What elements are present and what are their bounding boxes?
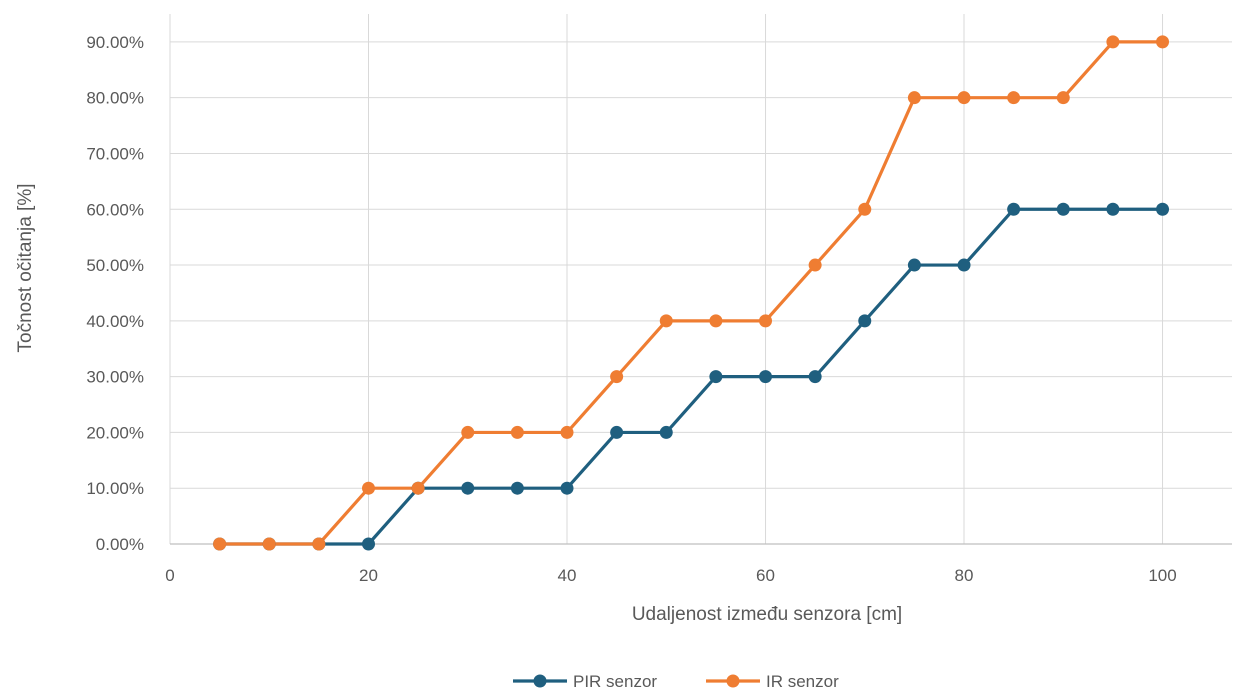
data-point-pir — [659, 425, 673, 439]
data-point-pir — [362, 537, 376, 551]
data-point-pir — [1056, 202, 1070, 216]
data-point-ir — [957, 91, 971, 105]
data-point-pir — [1106, 202, 1120, 216]
series-layer — [213, 35, 1170, 551]
x-tick-label: 40 — [558, 566, 577, 585]
series-line-ir — [218, 40, 1165, 546]
data-point-ir — [858, 202, 872, 216]
y-tick-label: 50.00% — [86, 256, 144, 275]
y-tick-label: 20.00% — [86, 423, 144, 442]
data-point-ir — [808, 258, 822, 272]
data-point-ir — [262, 537, 276, 551]
data-point-ir — [213, 537, 227, 551]
data-point-pir — [1156, 202, 1170, 216]
data-point-pir — [759, 370, 773, 384]
legend-swatch-marker — [533, 674, 547, 688]
data-point-pir — [709, 370, 723, 384]
data-point-pir — [560, 481, 574, 495]
data-point-ir — [1106, 35, 1120, 49]
y-axis-title: Točnost očitanja [%] — [15, 184, 36, 353]
data-point-pir — [461, 481, 475, 495]
y-tick-label: 30.00% — [86, 368, 144, 387]
series-line-pir — [218, 207, 1165, 546]
data-point-ir — [610, 370, 624, 384]
data-point-pir — [957, 258, 971, 272]
data-point-ir — [411, 481, 425, 495]
data-point-ir — [510, 425, 524, 439]
data-point-ir — [362, 481, 376, 495]
data-point-ir — [659, 314, 673, 328]
data-point-pir — [510, 481, 524, 495]
x-tick-label: 60 — [756, 566, 775, 585]
legend-swatch-marker — [726, 674, 740, 688]
y-tick-label: 60.00% — [86, 200, 144, 219]
data-point-pir — [808, 370, 822, 384]
data-point-ir — [560, 425, 574, 439]
y-tick-label: 40.00% — [86, 312, 144, 331]
y-tick-label: 10.00% — [86, 479, 144, 498]
data-point-ir — [312, 537, 326, 551]
data-point-pir — [907, 258, 921, 272]
legend-entry-pir: PIR senzor — [513, 672, 657, 691]
data-point-pir — [858, 314, 872, 328]
grid-layer — [169, 14, 1232, 544]
x-tick-label: 20 — [359, 566, 378, 585]
x-tick-label: 0 — [165, 566, 174, 585]
legend-label: IR senzor — [766, 672, 839, 691]
data-point-ir — [709, 314, 723, 328]
y-tick-label: 80.00% — [86, 89, 144, 108]
y-tick-label: 70.00% — [86, 144, 144, 163]
data-point-ir — [1007, 91, 1021, 105]
y-tick-label: 0.00% — [96, 535, 144, 554]
x-tick-label: 100 — [1148, 566, 1176, 585]
legend-label: PIR senzor — [573, 672, 657, 691]
data-point-pir — [610, 425, 624, 439]
legend-entry-ir: IR senzor — [706, 672, 839, 691]
data-point-ir — [1056, 91, 1070, 105]
x-axis-title: Udaljenost između senzora [cm] — [632, 604, 902, 625]
data-point-pir — [1007, 202, 1021, 216]
data-point-ir — [907, 91, 921, 105]
axis-layer: 0.00% 10.00% 20.00% 30.00% 40.00% 50.00% 60.00… — [86, 33, 1232, 585]
x-tick-label: 80 — [955, 566, 974, 585]
legend: PIR senzor IR senzor — [513, 672, 839, 691]
data-point-ir — [461, 425, 475, 439]
y-tick-label: 90.00% — [86, 33, 144, 52]
data-point-ir — [1156, 35, 1170, 49]
data-point-ir — [759, 314, 773, 328]
